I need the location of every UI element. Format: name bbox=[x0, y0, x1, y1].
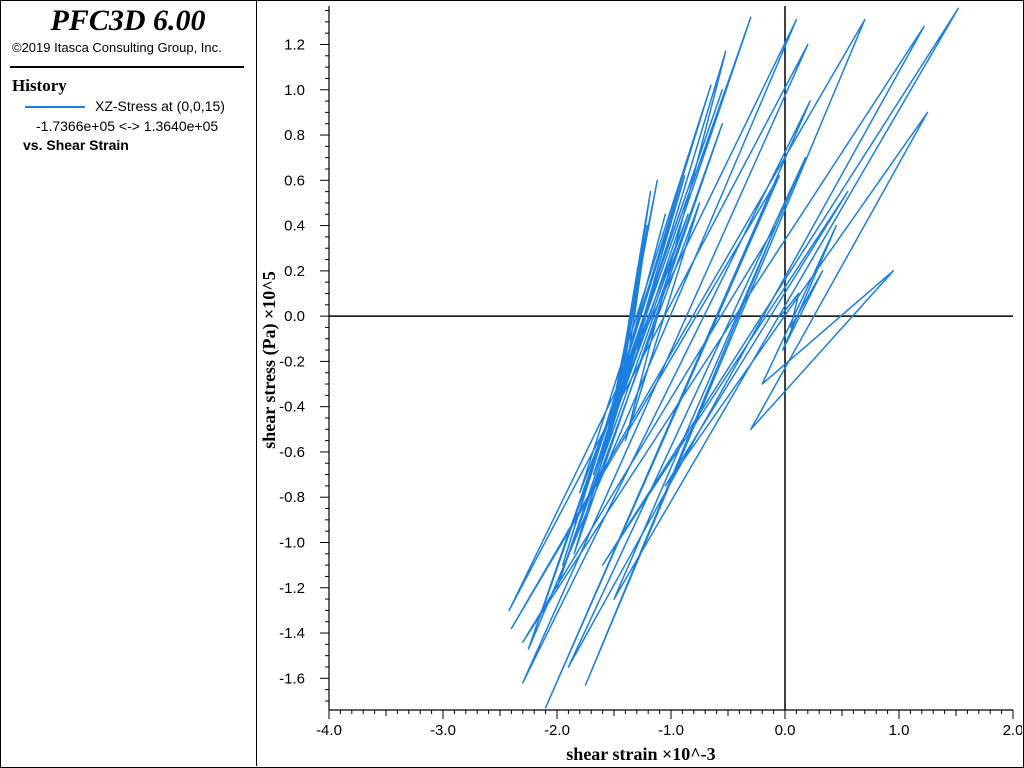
x-tick-label: 0.0 bbox=[775, 722, 796, 739]
series-line-0 bbox=[508, 7, 960, 709]
tick-marks: -4.0 -3.0 -2.0 -1.0 0.0 1.0 2.0 -1.6 -1.4 -1.2 -1.… bbox=[279, 10, 1022, 739]
legend-vs-text: vs. Shear Strain bbox=[23, 137, 129, 153]
x-tick-label: -1.0 bbox=[658, 722, 684, 739]
y-tick-label: 0.8 bbox=[284, 127, 305, 144]
x-tick-label: -3.0 bbox=[430, 722, 456, 739]
y-tick-label: -0.8 bbox=[279, 489, 305, 506]
y-tick-label: 1.0 bbox=[284, 82, 305, 99]
copyright-text: ©2019 Itasca Consulting Group, Inc. bbox=[12, 40, 222, 55]
legend-panel: PFC3D 6.00 ©2019 Itasca Consulting Group… bbox=[0, 0, 257, 766]
x-tick-label: -2.0 bbox=[544, 722, 570, 739]
divider bbox=[10, 66, 244, 68]
x-tick-label: -4.0 bbox=[316, 722, 342, 739]
series-group bbox=[508, 7, 960, 709]
y-tick-label: 0.2 bbox=[284, 263, 305, 280]
y-tick-label: -1.4 bbox=[279, 625, 305, 642]
y-tick-label: -1.2 bbox=[279, 580, 305, 597]
y-axis-title: shear stress (Pa) ×10^5 bbox=[259, 271, 280, 449]
history-plot: -4.0 -3.0 -2.0 -1.0 0.0 1.0 2.0 -1.6 -1.4 -1.2 -1.… bbox=[259, 6, 1022, 764]
y-tick-label: -0.6 bbox=[279, 444, 305, 461]
x-axis-title: shear strain ×10^-3 bbox=[566, 744, 715, 764]
legend-line-swatch bbox=[25, 106, 85, 108]
y-tick-label: -0.2 bbox=[279, 353, 305, 370]
y-tick-label: 0.6 bbox=[284, 172, 305, 189]
legend-heading: History bbox=[12, 76, 67, 95]
y-tick-label: -1.0 bbox=[279, 534, 305, 551]
y-tick-label: -1.6 bbox=[279, 670, 305, 687]
app-title: PFC3D 6.00 bbox=[50, 4, 206, 37]
legend-range-text: -1.7366e+05 <-> 1.3640e+05 bbox=[36, 118, 219, 134]
x-tick-label: 1.0 bbox=[889, 722, 910, 739]
y-tick-label: 0.4 bbox=[284, 218, 305, 235]
y-tick-label: -0.4 bbox=[279, 399, 305, 416]
y-tick-label: 0.0 bbox=[284, 308, 305, 325]
x-tick-label: 2.0 bbox=[1003, 722, 1022, 739]
y-tick-label: 1.2 bbox=[284, 36, 305, 53]
legend-series-name: XZ-Stress at (0,0,15) bbox=[95, 98, 225, 114]
